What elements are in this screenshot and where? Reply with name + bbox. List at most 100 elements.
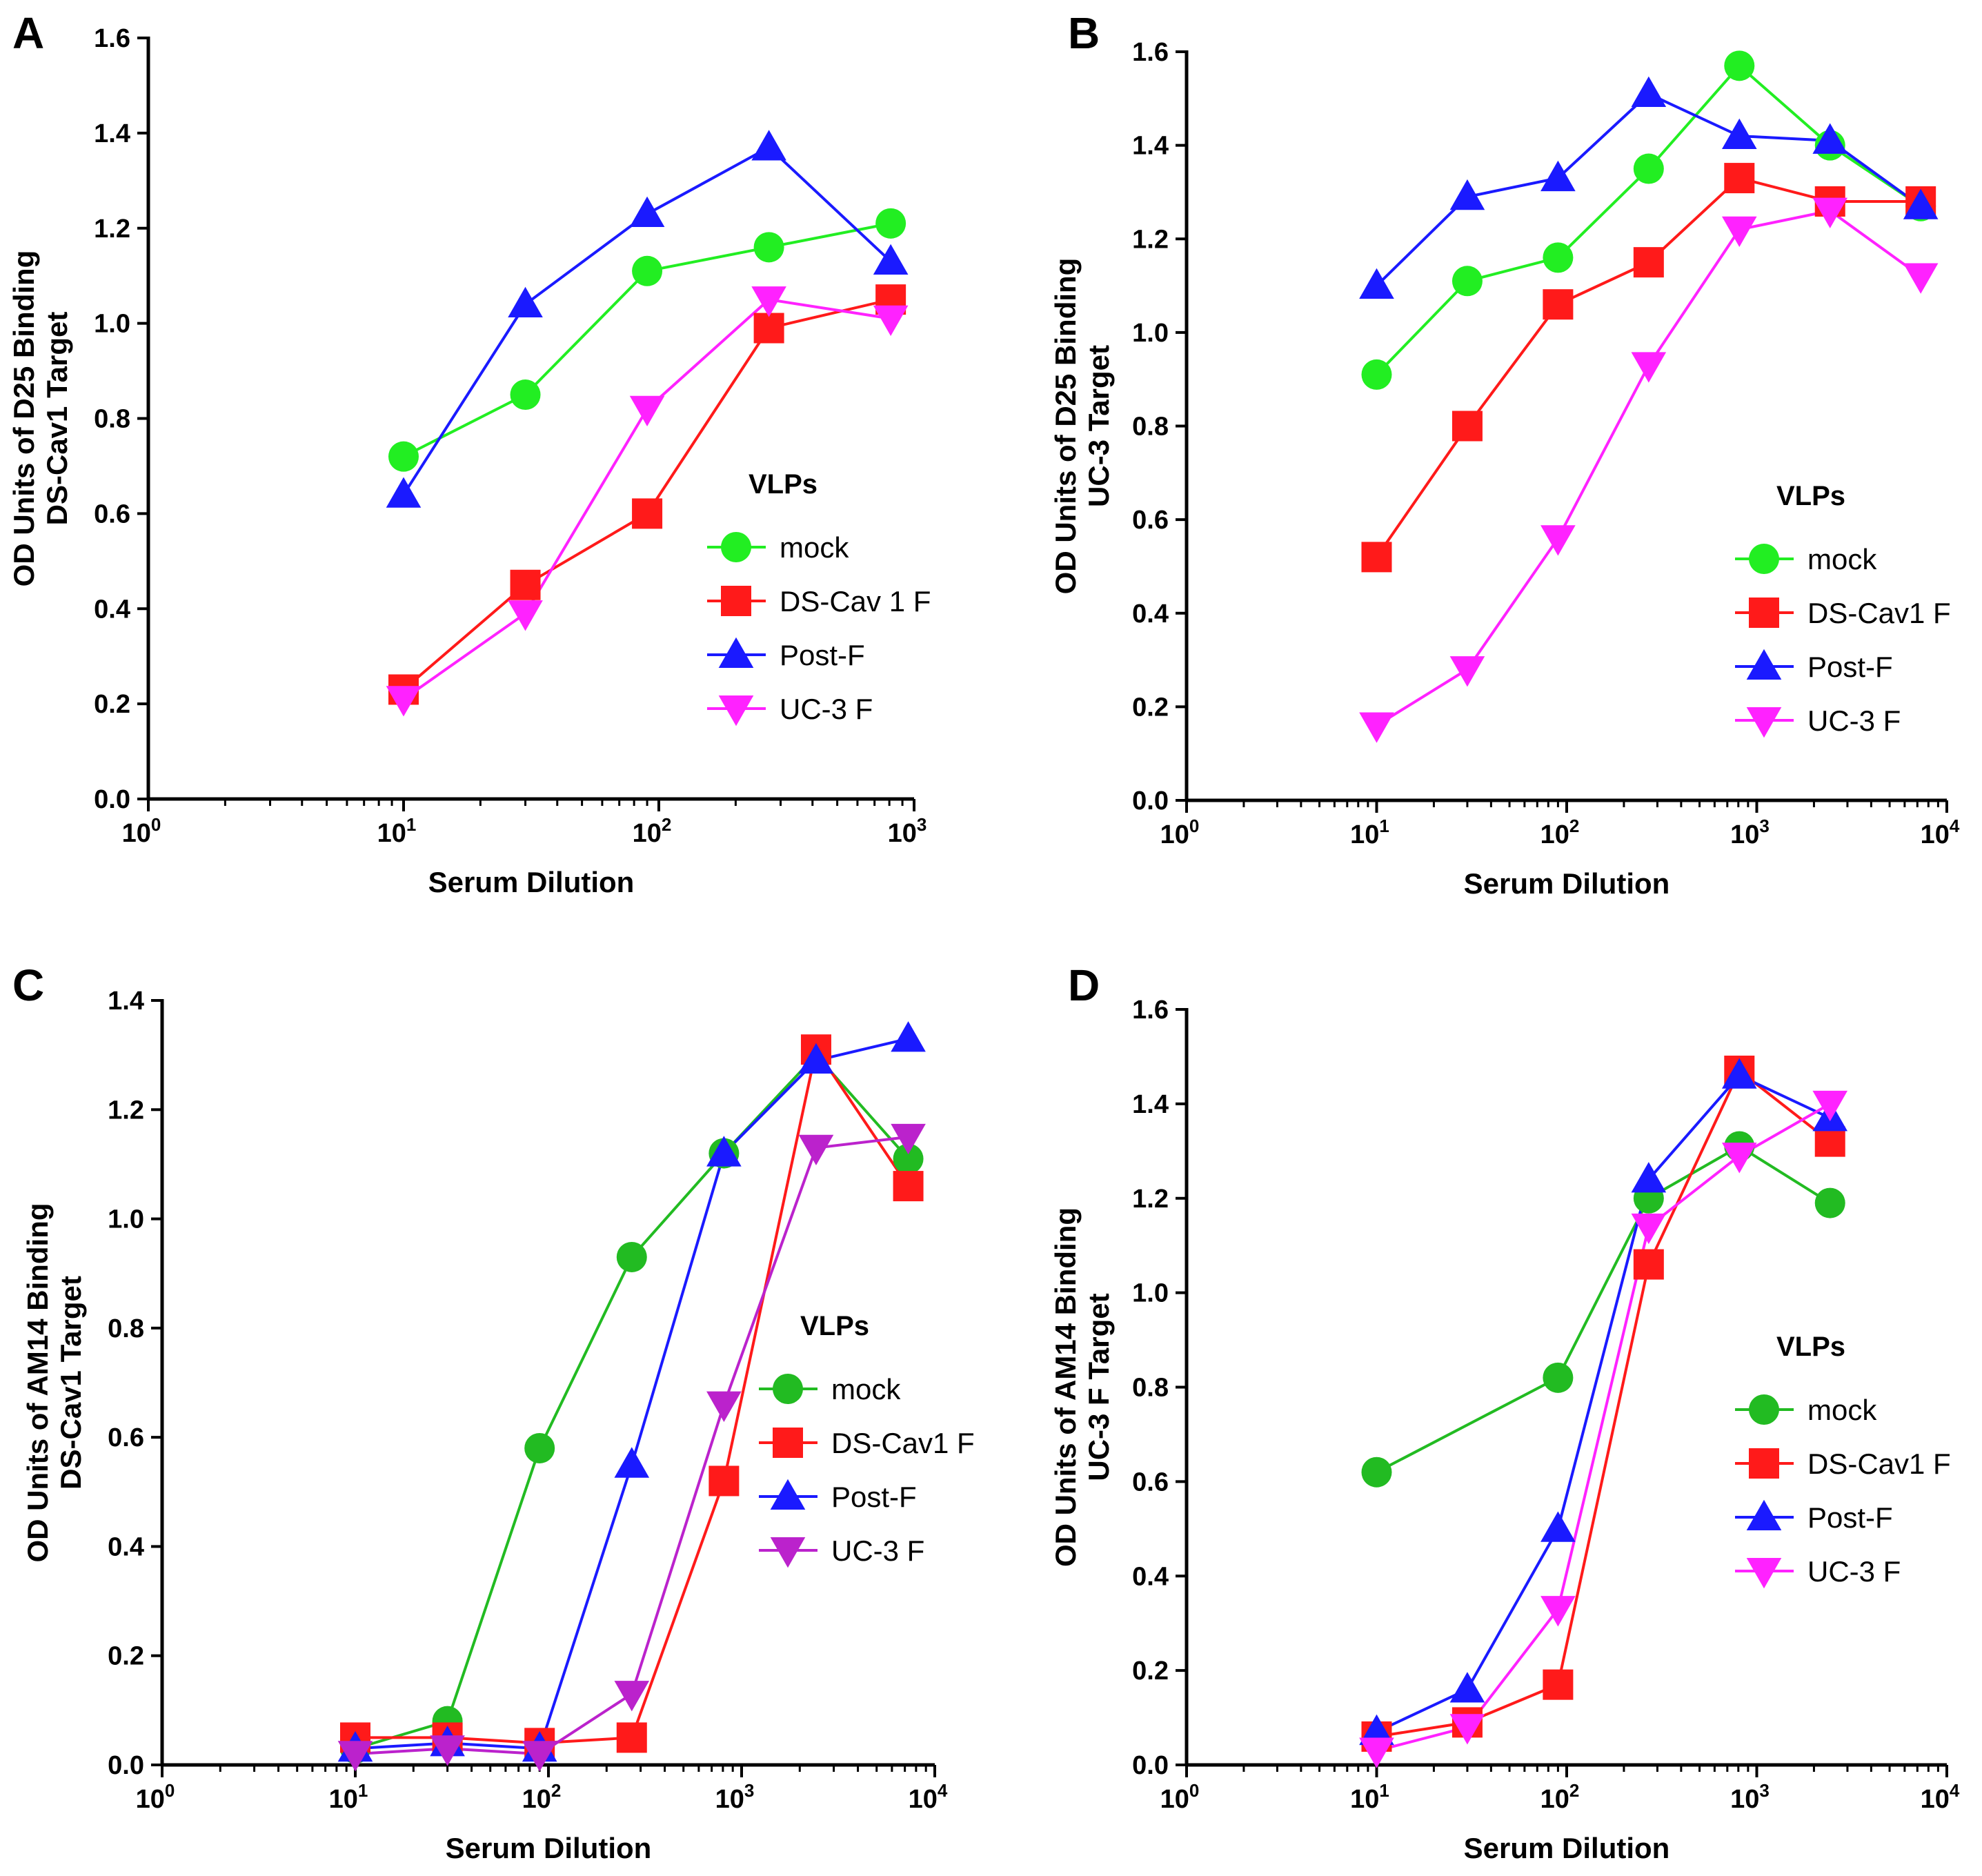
legend-label: DS-Cav1 F xyxy=(1807,1448,1951,1480)
y-axis-title: OD Units of AM14 Binding xyxy=(1049,1207,1082,1567)
series-line-triangle-down xyxy=(355,1135,909,1756)
y-tick-label: 1.0 xyxy=(1132,1279,1169,1308)
panel-b: B 0.0 0.2 0.4 0.6 0.8 1.0 1.2 1.4 1.6 100 101 102 103… xyxy=(1049,8,1960,900)
legend-label: mock xyxy=(1807,543,1877,575)
legend-title: VLPs xyxy=(1776,481,1845,511)
data-point-triangle-down xyxy=(1540,525,1576,556)
y-tick-label: 1.2 xyxy=(1132,225,1169,254)
legend-label: mock xyxy=(831,1373,901,1405)
y-axis-title: OD Units of D25 Binding xyxy=(8,250,40,587)
data-point-triangle-down xyxy=(1903,263,1939,294)
data-point-triangle-up xyxy=(1903,188,1939,219)
x-axis-title: Serum Dilution xyxy=(1464,1832,1670,1864)
legend-marker xyxy=(1749,544,1779,574)
y-tick-label: 1.2 xyxy=(1132,1185,1169,1214)
legend-title: VLPs xyxy=(800,1311,869,1341)
data-point-triangle-down xyxy=(508,600,543,631)
y-tick-label: 0.4 xyxy=(1132,600,1169,629)
data-point-triangle-down xyxy=(891,1123,926,1155)
x-tick-label: 102 xyxy=(1540,816,1580,849)
data-point-circle xyxy=(1814,1187,1845,1218)
data-point-triangle-up xyxy=(508,286,543,318)
panel-d: D 0.0 0.2 0.4 0.6 0.8 1.0 1.2 1.4 1.6 100 101 102 103… xyxy=(1049,960,1960,1864)
y-tick-label: 0.8 xyxy=(94,405,130,434)
x-tick-label: 103 xyxy=(1730,816,1770,849)
data-point-triangle-up xyxy=(614,1447,650,1478)
data-point-triangle-down xyxy=(1359,712,1394,743)
data-point-triangle-down xyxy=(1721,216,1757,247)
x-axis-title: Serum Dilution xyxy=(446,1832,652,1864)
y-tick-label: 1.6 xyxy=(1132,38,1169,67)
legend-marker xyxy=(1746,1558,1782,1589)
x-tick-label: 100 xyxy=(1160,1780,1200,1814)
data-point-triangle-down xyxy=(1631,1213,1667,1245)
y-tick-label: 1.6 xyxy=(94,24,130,53)
data-point-triangle-up xyxy=(1540,1511,1576,1542)
legend-label: Post-F xyxy=(1807,651,1893,683)
data-point-square xyxy=(753,313,784,344)
data-point-triangle-down xyxy=(873,305,909,337)
data-point-triangle-up xyxy=(1359,1714,1394,1746)
data-point-triangle-up xyxy=(873,244,909,275)
series-line-circle xyxy=(1376,63,1922,376)
data-point-triangle-down xyxy=(706,1391,742,1422)
y-tick-label: 0.4 xyxy=(94,595,130,624)
data-point-square xyxy=(893,1171,924,1202)
y-tick-label: 0.0 xyxy=(94,785,130,814)
data-point-triangle-down xyxy=(798,1134,834,1165)
legend-label: Post-F xyxy=(780,639,865,671)
panel-letter: A xyxy=(12,8,44,58)
data-point-triangle-down xyxy=(1631,352,1667,383)
data-point-circle xyxy=(388,441,419,472)
data-point-circle xyxy=(893,1143,924,1174)
legend-marker xyxy=(770,1479,806,1510)
panel-letter: C xyxy=(12,960,44,1010)
y-tick-label: 0.8 xyxy=(1132,1374,1169,1403)
legend-title: VLPs xyxy=(1776,1332,1845,1362)
y-tick-label: 0.6 xyxy=(94,500,130,529)
series-line-square xyxy=(355,1046,910,1745)
data-point-square xyxy=(1361,542,1392,573)
data-point-square xyxy=(632,498,663,529)
data-point-triangle-up xyxy=(891,1021,926,1052)
legend-marker xyxy=(770,1537,806,1568)
data-point-triangle-up xyxy=(1359,268,1394,299)
y-axis-title: DS-Cav1 Target xyxy=(41,312,73,526)
series-line-circle xyxy=(355,1053,910,1750)
legend-label: UC-3 F xyxy=(1807,1555,1901,1588)
y-tick-label: 1.6 xyxy=(1132,996,1169,1025)
legend-marker xyxy=(1746,707,1782,738)
data-point-triangle-up xyxy=(1721,1058,1757,1089)
y-tick-label: 0.2 xyxy=(1132,693,1169,722)
data-point-triangle-up xyxy=(1540,160,1576,192)
data-point-triangle-down xyxy=(522,1741,557,1772)
y-tick-label: 0.6 xyxy=(1132,506,1169,535)
x-tick-label: 100 xyxy=(1160,816,1200,849)
y-tick-label: 0.8 xyxy=(1132,413,1169,442)
data-point-triangle-down xyxy=(1812,197,1848,228)
y-tick-label: 1.4 xyxy=(1132,132,1169,161)
data-point-triangle-up xyxy=(386,477,422,508)
data-point-circle xyxy=(1451,266,1483,297)
legend-marker xyxy=(773,1428,803,1458)
y-tick-label: 0.2 xyxy=(94,690,130,719)
x-tick-label: 102 xyxy=(633,814,672,848)
data-point-circle xyxy=(753,232,784,263)
legend-label: Post-F xyxy=(1807,1501,1893,1534)
y-tick-label: 0.6 xyxy=(1132,1468,1169,1497)
data-point-square xyxy=(1814,1126,1845,1157)
data-point-circle xyxy=(1724,50,1755,81)
data-point-circle xyxy=(1633,153,1664,184)
y-tick-label: 0.0 xyxy=(1132,1751,1169,1780)
y-tick-label: 0.4 xyxy=(1132,1562,1169,1591)
data-point-circle xyxy=(1543,242,1574,273)
data-point-triangle-down xyxy=(1540,1596,1576,1627)
y-tick-label: 1.4 xyxy=(1132,1090,1169,1119)
data-point-triangle-up xyxy=(1449,179,1485,210)
data-point-triangle-up xyxy=(798,1043,834,1074)
data-point-triangle-down xyxy=(337,1741,373,1772)
x-tick-label: 101 xyxy=(377,814,417,848)
y-axis-title: OD Units of D25 Binding xyxy=(1049,258,1082,595)
x-tick-label: 104 xyxy=(1921,816,1960,849)
